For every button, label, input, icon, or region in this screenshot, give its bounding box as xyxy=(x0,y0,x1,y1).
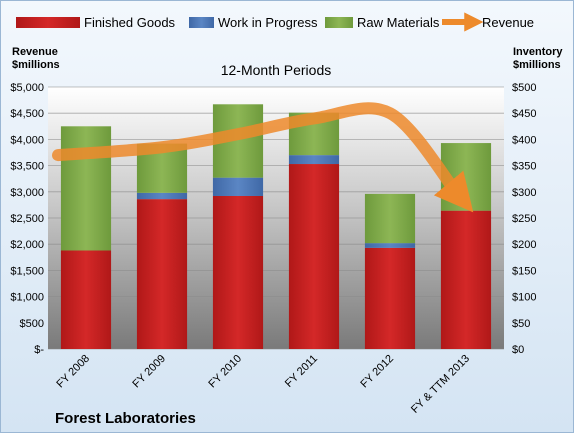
x-tick-label: FY 2010 xyxy=(206,353,244,391)
revenue-arrow xyxy=(52,102,474,213)
left-tick-label: $5,000 xyxy=(10,82,44,94)
legend-label-revenue: Revenue xyxy=(482,15,534,30)
bar-work-in-progress xyxy=(136,192,188,200)
x-tick-label: FY 2012 xyxy=(358,353,396,391)
bar-work-in-progress xyxy=(288,155,340,165)
legend-swatch-raw-materials xyxy=(325,17,353,28)
x-tick-label: FY & TTM 2013 xyxy=(409,353,472,416)
bar-work-in-progress xyxy=(212,177,264,196)
revenue-layer xyxy=(52,102,474,213)
left-axis-title-line1: Revenue xyxy=(12,46,58,58)
legend-item-revenue: Revenue xyxy=(442,12,534,32)
chart-title: 12-Month Periods xyxy=(221,62,332,78)
left-tick-label: $500 xyxy=(20,318,44,330)
left-tick-label: $1,500 xyxy=(10,265,44,277)
left-axis-title-line2: $millions xyxy=(12,59,60,71)
left-tick-label: $4,000 xyxy=(10,134,44,146)
legend-label-raw-materials: Raw Materials xyxy=(357,15,440,30)
legend-swatch-finished-goods xyxy=(16,17,80,28)
x-tick-label: FY 2008 xyxy=(54,353,92,391)
legend: Finished Goods Work in Progress Raw Mate… xyxy=(16,12,534,32)
right-tick-label: $500 xyxy=(512,82,536,94)
bar-finished-goods xyxy=(364,247,416,349)
bar-finished-goods xyxy=(212,195,264,349)
left-tick-label: $3,000 xyxy=(10,187,44,199)
bar-finished-goods xyxy=(136,199,188,349)
bar-finished-goods xyxy=(440,210,492,349)
x-tick-label: FY 2011 xyxy=(283,353,320,390)
right-tick-label: $0 xyxy=(512,344,524,356)
right-axis-title-line2: $millions xyxy=(513,59,561,71)
right-axis-title-line1: Inventory xyxy=(513,46,563,58)
legend-label-work-in-progress: Work in Progress xyxy=(218,15,318,30)
x-axis: FY 2008 FY 2009 FY 2010 FY 2011 FY 2012 FY & … xyxy=(54,353,472,416)
left-tick-label: $- xyxy=(34,344,44,356)
right-tick-label: $400 xyxy=(512,134,536,146)
legend-item-work-in-progress: Work in Progress xyxy=(189,15,318,30)
bar-work-in-progress xyxy=(364,243,416,248)
left-tick-label: $2,500 xyxy=(10,213,44,225)
legend-item-finished-goods: Finished Goods xyxy=(16,15,176,30)
right-tick-label: $200 xyxy=(512,239,536,251)
bars xyxy=(60,104,492,349)
left-tick-label: $3,500 xyxy=(10,161,44,173)
bar-finished-goods xyxy=(60,250,112,349)
right-tick-label: $300 xyxy=(512,187,536,199)
legend-item-raw-materials: Raw Materials xyxy=(325,15,440,30)
right-axis: $500 $450 $400 $350 $300 $250 $200 $150 $100 $50 $… xyxy=(512,82,536,356)
legend-swatch-work-in-progress xyxy=(189,17,214,28)
left-tick-label: $2,000 xyxy=(10,239,44,251)
left-tick-label: $1,000 xyxy=(10,292,44,304)
bar-raw-materials xyxy=(60,126,112,251)
gridlines xyxy=(48,86,504,350)
right-tick-label: $100 xyxy=(512,292,536,304)
right-tick-label: $50 xyxy=(512,318,530,330)
legend-label-finished-goods: Finished Goods xyxy=(84,15,176,30)
bar-raw-materials xyxy=(364,193,416,244)
right-tick-label: $150 xyxy=(512,265,536,277)
x-tick-label: FY 2009 xyxy=(130,353,168,391)
right-tick-label: $250 xyxy=(512,213,536,225)
left-axis: $5,000 $4,500 $4,000 $3,500 $3,000 $2,500 $2,0… xyxy=(10,82,44,356)
right-tick-label: $450 xyxy=(512,108,536,120)
right-tick-label: $350 xyxy=(512,161,536,173)
left-tick-label: $4,500 xyxy=(10,108,44,120)
company-name: Forest Laboratories xyxy=(55,410,196,427)
bar-finished-goods xyxy=(288,164,340,349)
